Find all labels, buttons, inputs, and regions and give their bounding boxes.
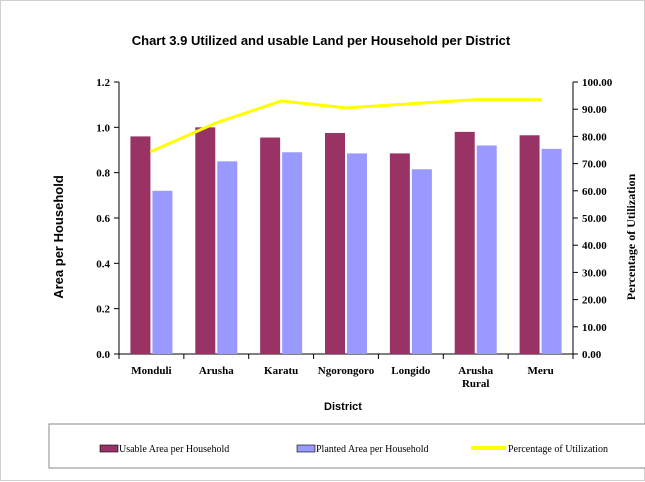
y2-tick-label: 10.00 — [582, 322, 607, 334]
y-tick-label: 0.2 — [96, 304, 110, 316]
utilization-point — [149, 149, 153, 153]
plot-area: 0.0 0.2 0.4 0.6 0.8 1.0 1.2 0.00 10.00 20.00 30.00… — [96, 77, 613, 390]
legend-swatch-usable — [99, 444, 119, 453]
y2-tick-label: 50.00 — [582, 213, 607, 225]
bar-usable — [260, 137, 281, 354]
utilization-point — [474, 98, 478, 102]
legend-label-utilization: Percentage of Utilization — [508, 444, 608, 455]
x-tick-label: Ngorongoro — [318, 365, 375, 377]
y-tick-label: 1.2 — [96, 77, 110, 89]
legend-label-usable: Usable Area per Household — [119, 444, 229, 455]
x-tick-label: Arusha — [199, 365, 234, 377]
y2-axis-label: Percentage of Utilization — [624, 173, 638, 300]
x-tick-label: Longido — [391, 365, 431, 377]
x-axis-label: District — [324, 401, 362, 413]
x-tick-label: Arusha — [458, 365, 493, 377]
utilization-point — [539, 98, 543, 102]
utilization-point — [409, 102, 413, 106]
y2-tick-label: 90.00 — [582, 104, 607, 116]
bar-usable — [130, 136, 151, 354]
bar-usable — [454, 131, 475, 354]
bar-usable — [519, 135, 540, 354]
y2-tick-label: 30.00 — [582, 267, 607, 279]
bar-planted — [282, 152, 303, 354]
y-tick-label: 0.4 — [96, 258, 110, 270]
legend-label-planted: Planted Area per Household — [316, 444, 428, 455]
bar-planted — [541, 148, 562, 354]
bar-planted — [347, 153, 367, 354]
x-tick-label: Rural — [462, 378, 490, 390]
bar-planted — [476, 145, 497, 354]
y2-tick-label: 20.00 — [582, 295, 607, 307]
y2-tick-label: 100.00 — [582, 77, 613, 89]
chart-title: Chart 3.9 Utilized and usable Land per H… — [132, 33, 511, 48]
y-axis-label: Area per Household — [51, 175, 66, 299]
bar-usable — [325, 133, 345, 354]
utilization-point — [279, 99, 283, 103]
bar-usable — [195, 127, 216, 354]
y2-tick-label: 70.00 — [582, 159, 607, 171]
x-tick-label: Monduli — [131, 365, 171, 377]
y2-tick-label: 40.00 — [582, 240, 607, 252]
bar-planted — [217, 161, 238, 354]
x-tick-label: Karatu — [264, 365, 298, 377]
y-tick-label: 0.0 — [96, 349, 110, 361]
utilization-point — [344, 106, 348, 110]
y-tick-label: 0.6 — [96, 213, 110, 225]
legend: Usable Area per Household Planted Area p… — [48, 423, 645, 469]
y2-tick-label: 80.00 — [582, 131, 607, 143]
x-tick-label: Meru — [527, 365, 553, 377]
y2-tick-label: 0.00 — [582, 349, 602, 361]
y-tick-label: 1.0 — [96, 122, 110, 134]
y2-tick-label: 60.00 — [582, 186, 607, 198]
legend-box — [48, 423, 645, 469]
utilization-point — [214, 121, 218, 125]
y-tick-label: 0.8 — [96, 168, 110, 180]
legend-swatch-planted — [296, 444, 316, 453]
bar-planted — [411, 169, 432, 354]
bar-planted — [152, 190, 173, 354]
bar-usable — [389, 153, 410, 354]
